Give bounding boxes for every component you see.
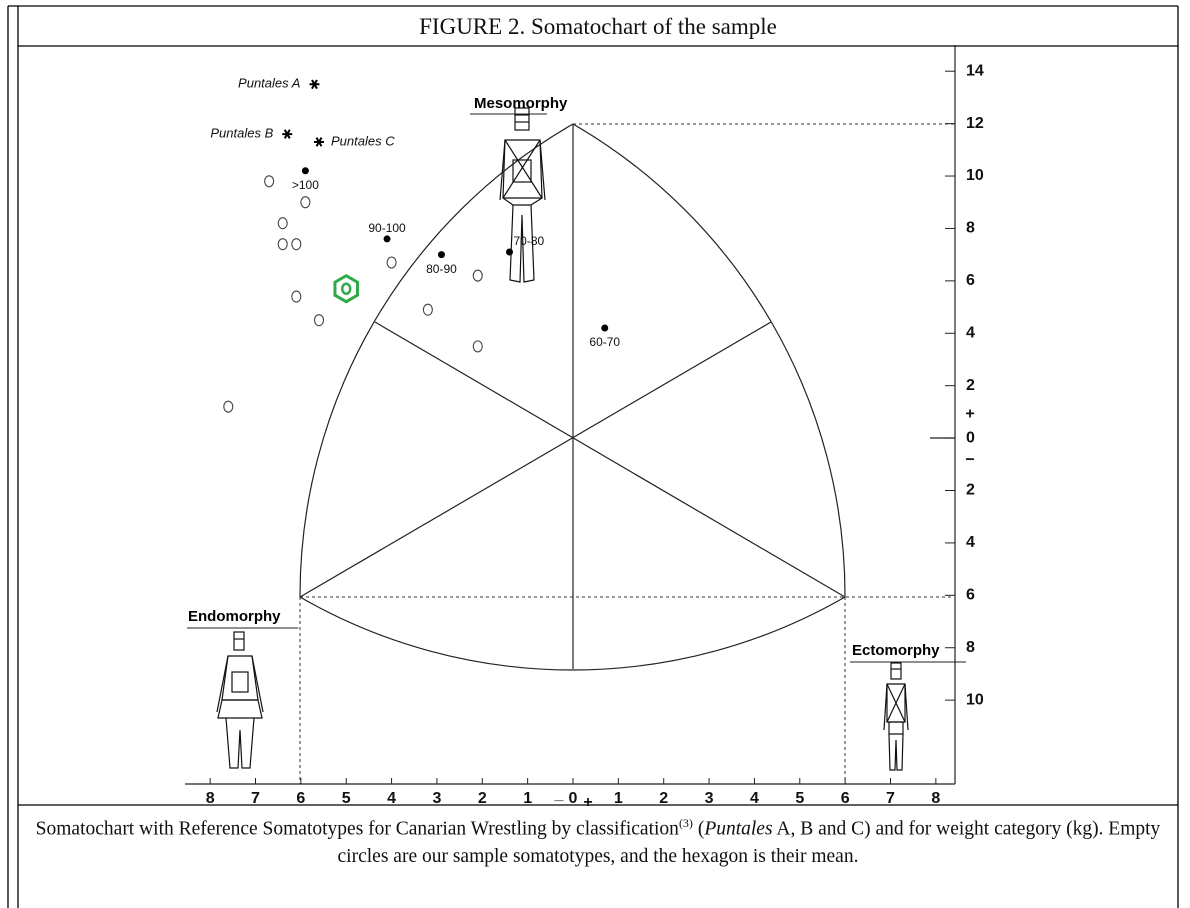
- y-tick-label: 2: [966, 377, 975, 394]
- weight-label: 70-80: [514, 234, 545, 248]
- sample-point: [292, 239, 301, 250]
- corner-label-rules: [187, 114, 966, 662]
- hexagon-outline: [335, 276, 358, 302]
- x-tick-label: 0: [569, 790, 578, 807]
- figure-caption: Somatochart with Reference Somatotypes f…: [24, 810, 1172, 870]
- sample-point: [278, 239, 287, 250]
- somatochart-outline: [300, 124, 845, 670]
- y-tick-label: 6: [966, 587, 975, 604]
- caption-citation: (3): [679, 816, 693, 830]
- x-tick-label: 8: [206, 790, 215, 807]
- weight-point: [302, 167, 309, 174]
- puntales-point: [314, 138, 324, 147]
- mesomorph-figure: [500, 108, 545, 282]
- sample-point: [278, 218, 287, 229]
- y-tick-label: 4: [966, 534, 975, 551]
- y-tick-label: 6: [966, 272, 975, 289]
- x-tick-label: 5: [795, 790, 804, 807]
- ectomorph-figure: [884, 663, 908, 770]
- x-tick-label: 2: [659, 790, 668, 807]
- puntales-point: [282, 130, 292, 139]
- y-tick-label: 14: [966, 62, 984, 79]
- figure-title: FIGURE 2. Somatochart of the sample: [18, 14, 1178, 40]
- puntales-point: [309, 80, 319, 89]
- x-sign-label: _: [554, 786, 565, 803]
- puntales-label: Puntales A: [238, 76, 300, 91]
- sample-point: [265, 176, 274, 187]
- sample-point: [301, 197, 310, 208]
- hexagon-core: [342, 284, 350, 294]
- caption-text: (: [693, 819, 704, 840]
- weight-label: 60-70: [589, 335, 620, 349]
- y-tick-label: 10: [966, 167, 984, 184]
- x-tick-label: 4: [750, 790, 759, 807]
- corner-label: Endomorphy: [188, 608, 281, 625]
- endomorph-figure: [217, 632, 263, 768]
- weight-point: [438, 251, 445, 258]
- x-tick-label: 6: [841, 790, 850, 807]
- y-sign-label: −: [965, 451, 974, 468]
- sample-point: [224, 401, 233, 412]
- weight-point: [506, 249, 513, 256]
- x-sign-label: +: [583, 794, 592, 811]
- y-tick-label: 10: [966, 691, 984, 708]
- y-tick-label: 8: [966, 639, 975, 656]
- weight-point: [601, 325, 608, 332]
- chart: Mesomorphy Endomorphy Ectomorphy 8 7 6 5 4 3 2…: [0, 0, 1190, 908]
- sample-point: [387, 257, 396, 268]
- x-tick-label: 3: [705, 790, 714, 807]
- figure-page: Mesomorphy Endomorphy Ectomorphy 8 7 6 5 4 3 2…: [0, 0, 1190, 908]
- corner-label: Mesomorphy: [474, 95, 568, 112]
- y-tick-label: 0: [966, 429, 975, 446]
- caption-text: Somatochart with Reference Somatotypes f…: [36, 819, 679, 840]
- puntales-label: Puntales B: [210, 126, 273, 141]
- x-tick-label: 5: [342, 790, 351, 807]
- sample-point: [315, 315, 324, 326]
- x-tick-label: 2: [478, 790, 487, 807]
- sample-point: [292, 291, 301, 302]
- mean-hexagon: [335, 276, 358, 302]
- x-tick-label: 6: [296, 790, 305, 807]
- y-sign-label: +: [965, 405, 974, 422]
- weight-label: >100: [292, 178, 319, 192]
- x-tick-label: 1: [614, 790, 623, 807]
- sample-point: [473, 270, 482, 281]
- sample-point: [423, 304, 432, 315]
- y-tick-label: 2: [966, 482, 975, 499]
- y-tick-label: 12: [966, 115, 984, 132]
- weight-label: 90-100: [368, 221, 406, 235]
- x-tick-label: 3: [432, 790, 441, 807]
- x-tick-label: 1: [523, 790, 532, 807]
- caption-emphasis: Puntales: [704, 819, 772, 840]
- x-tick-label: 8: [931, 790, 940, 807]
- y-tick-label: 4: [966, 324, 975, 341]
- corner-label: Ectomorphy: [852, 642, 940, 659]
- weight-label: 80-90: [426, 262, 457, 276]
- weight-point: [384, 235, 391, 242]
- axis-lines: [185, 45, 955, 784]
- puntales-label: Puntales C: [331, 133, 395, 148]
- x-tick-label: 4: [387, 790, 396, 807]
- table-frame: [8, 6, 1178, 908]
- y-tick-label: 8: [966, 220, 975, 237]
- x-tick-label: 7: [886, 790, 895, 807]
- sample-point: [473, 341, 482, 352]
- x-tick-label: 7: [251, 790, 260, 807]
